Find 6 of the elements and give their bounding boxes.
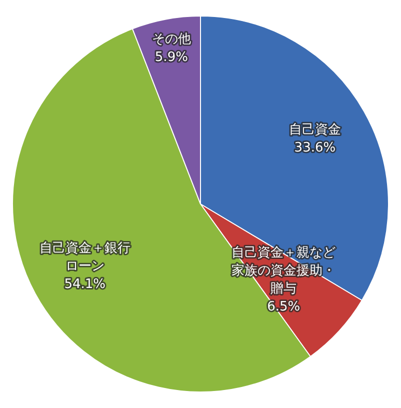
slice-label: 自己資金＋銀行ローン xyxy=(39,241,130,274)
slice-label: 自己資金 xyxy=(288,122,341,138)
slice-label: その他 xyxy=(152,32,191,48)
data-label: 5.9% xyxy=(154,50,188,66)
data-label: 33.6% xyxy=(294,140,336,156)
data-label: 54.1% xyxy=(64,277,106,292)
